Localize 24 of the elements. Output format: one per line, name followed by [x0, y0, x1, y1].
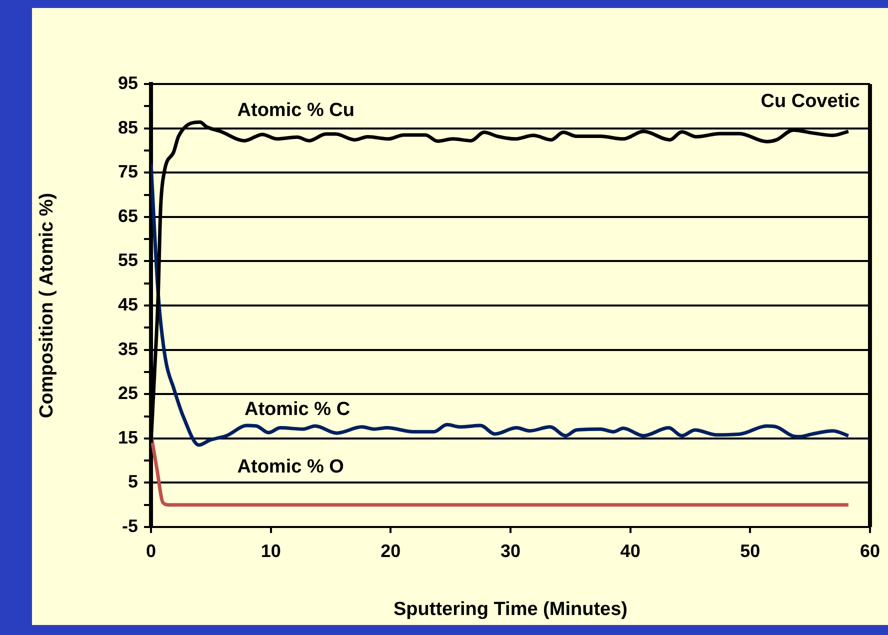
y-tick-label: 95 [118, 72, 138, 93]
x-tick-label: 0 [146, 540, 156, 561]
y-tick-label: 35 [118, 338, 138, 359]
series-label: Atomic % Cu [237, 100, 354, 121]
y-tick-label: 65 [118, 206, 138, 226]
y-tick-label: 45 [118, 294, 138, 314]
x-axis-title: Sputtering Time (Minutes) [394, 598, 628, 620]
series-label: Atomic % O [237, 456, 344, 478]
y-tick-label: 15 [118, 427, 138, 448]
y-tick-label: 85 [118, 117, 138, 138]
series-label: Atomic % C [244, 398, 350, 420]
x-tick-label: 10 [260, 540, 281, 561]
y-tick-label: 75 [118, 162, 138, 182]
x-tick-label: 50 [740, 540, 760, 561]
annotation: Cu Covetic [760, 91, 860, 112]
x-tick-label: 40 [620, 540, 640, 561]
y-tick-label: 55 [118, 250, 138, 270]
x-tick-label: 30 [500, 540, 521, 561]
y-tick-label: 5 [128, 472, 138, 492]
x-tick-label: 20 [380, 540, 401, 561]
x-tick-label: 60 [860, 540, 880, 561]
y-axis-title: Composition ( Atomic %) [36, 192, 58, 418]
y-tick-label: 25 [118, 383, 138, 404]
y-tick-label: -5 [122, 516, 138, 536]
